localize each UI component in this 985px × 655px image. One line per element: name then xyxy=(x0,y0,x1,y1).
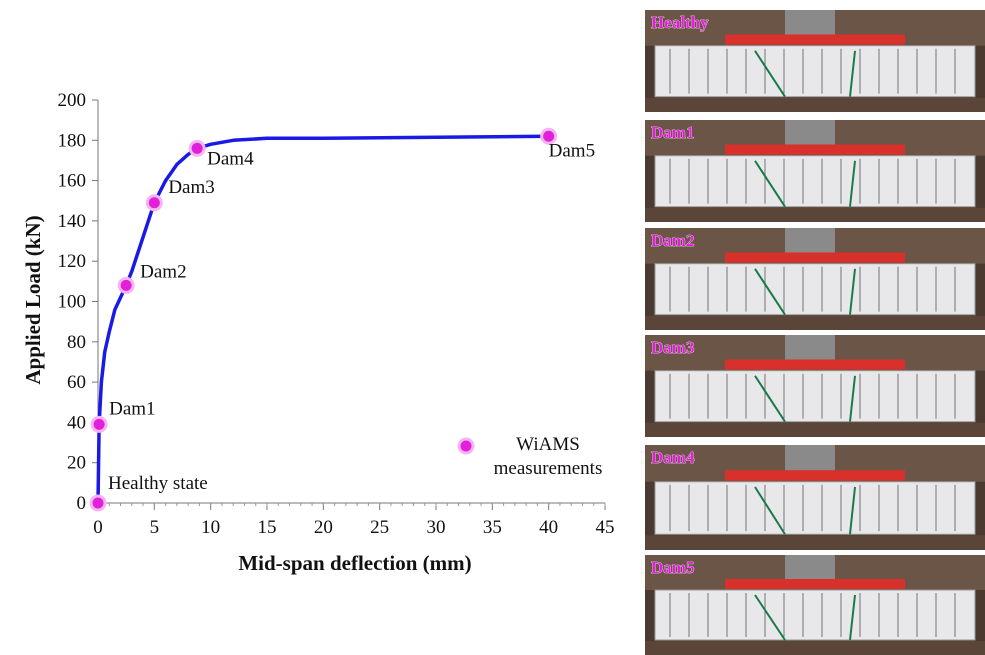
photo-panel: Dam1 xyxy=(645,120,985,222)
beam xyxy=(655,590,975,640)
photo-panel: Dam2 xyxy=(645,228,985,330)
point-label: Dam4 xyxy=(207,148,254,169)
x-tick-label: 5 xyxy=(150,517,160,538)
y-axis-title: Applied Load (kN) xyxy=(21,215,45,384)
y-tick-label: 80 xyxy=(67,332,86,353)
y-tick-label: 0 xyxy=(77,493,87,514)
y-tick-label: 40 xyxy=(67,412,86,433)
floor xyxy=(645,98,985,112)
data-point xyxy=(119,278,133,292)
data-point xyxy=(147,196,161,210)
floor xyxy=(645,423,985,437)
beam xyxy=(655,46,975,97)
point-label: Dam5 xyxy=(549,140,595,161)
photo-panel: Dam4 xyxy=(645,445,985,550)
x-tick-label: 0 xyxy=(93,517,103,538)
load-plate xyxy=(725,34,905,44)
floor xyxy=(645,641,985,655)
photo-panel: Healthy xyxy=(645,10,985,112)
x-axis-title: Mid-span deflection (mm) xyxy=(238,551,471,575)
x-tick-label: 10 xyxy=(201,517,220,538)
photo-panel: Dam3 xyxy=(645,335,985,437)
floor xyxy=(645,535,985,550)
x-tick-label: 45 xyxy=(596,517,615,538)
beam xyxy=(655,156,975,207)
photo-label: Dam1 xyxy=(651,123,694,142)
x-tick-label: 20 xyxy=(314,517,333,538)
photo-panel: Dam5 xyxy=(645,555,985,655)
x-tick-label: 15 xyxy=(258,517,277,538)
floor xyxy=(645,208,985,222)
photo-label: Dam2 xyxy=(651,231,694,250)
x-tick-label: 25 xyxy=(370,517,389,538)
data-point xyxy=(92,417,106,431)
point-label: Dam2 xyxy=(140,261,186,282)
point-label: Dam3 xyxy=(168,177,214,198)
y-tick-label: 140 xyxy=(58,211,87,232)
load-plate xyxy=(725,359,905,369)
data-point xyxy=(190,141,204,155)
beam xyxy=(655,482,975,535)
y-tick-label: 160 xyxy=(58,171,87,192)
y-tick-label: 20 xyxy=(67,453,86,474)
point-label: Healthy state xyxy=(108,473,208,494)
y-tick-label: 200 xyxy=(58,90,87,111)
photo-label: Dam4 xyxy=(651,448,695,467)
y-tick-label: 120 xyxy=(58,251,87,272)
y-tick-label: 60 xyxy=(67,372,86,393)
legend-marker xyxy=(459,439,473,453)
load-plate xyxy=(725,252,905,262)
beam xyxy=(655,371,975,422)
photo-label: Healthy xyxy=(651,13,709,32)
floor xyxy=(645,316,985,330)
legend-label: WiAMS measurements xyxy=(478,433,618,481)
y-tick-label: 180 xyxy=(58,130,87,151)
load-plate xyxy=(725,144,905,154)
load-plate xyxy=(725,579,905,589)
x-tick-label: 40 xyxy=(539,517,558,538)
point-label: Dam1 xyxy=(109,398,155,419)
x-tick-label: 35 xyxy=(483,517,502,538)
figure: Mid-span deflection (mm) Applied Load (k… xyxy=(0,0,985,655)
beam xyxy=(655,264,975,315)
load-plate xyxy=(725,470,905,481)
page: {"chart_data": {"type": "line", "x_label… xyxy=(0,0,985,655)
photo-label: Dam3 xyxy=(651,338,694,357)
data-point xyxy=(91,496,105,510)
y-tick-label: 100 xyxy=(58,292,87,313)
photo-label: Dam5 xyxy=(651,558,694,577)
x-tick-label: 30 xyxy=(427,517,446,538)
